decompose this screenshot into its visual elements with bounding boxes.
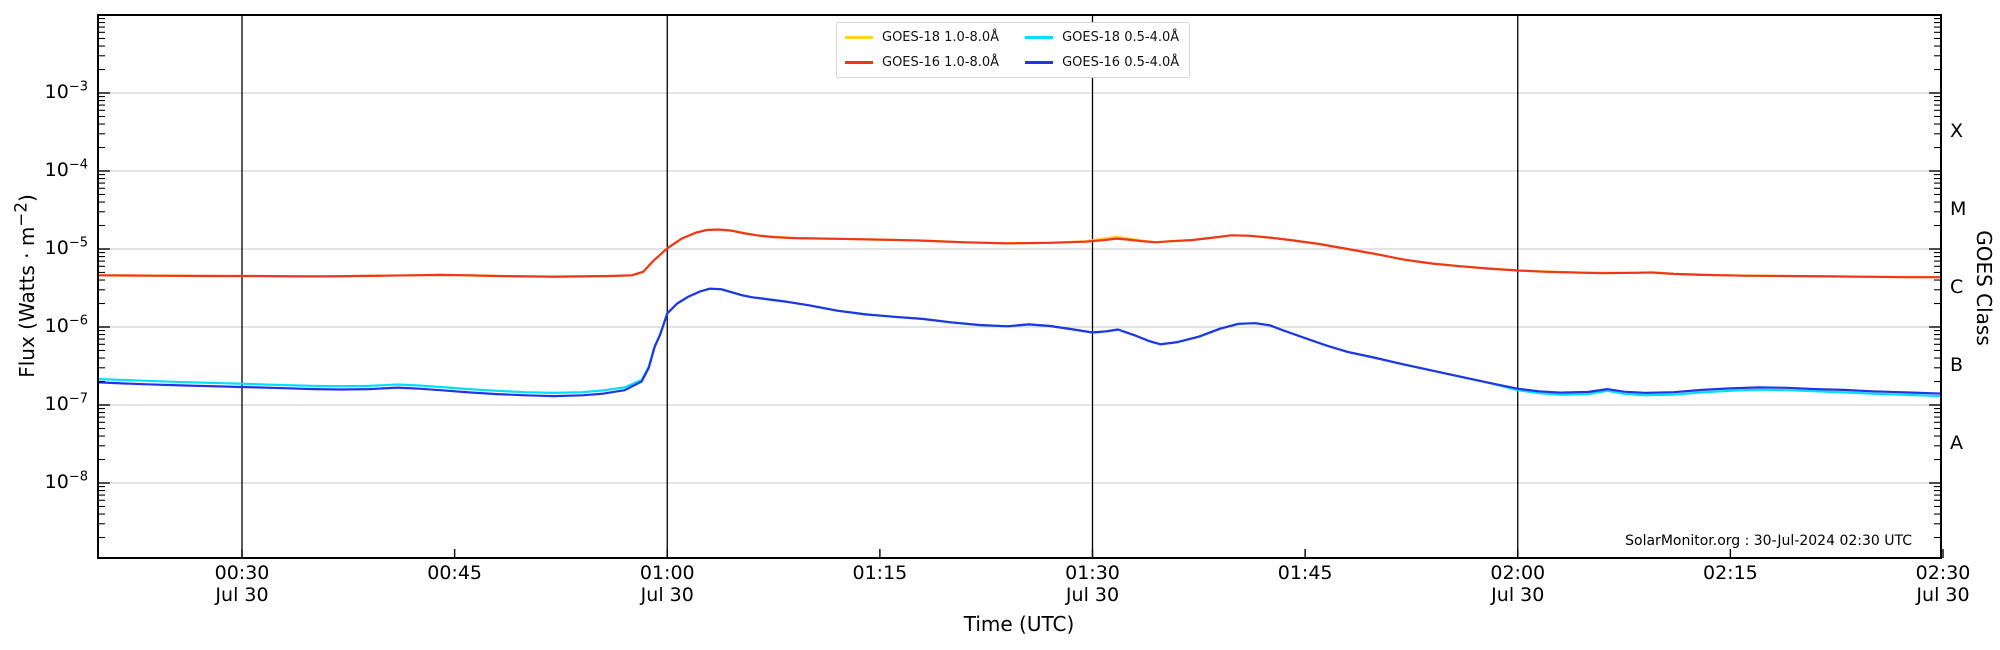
y-tick-label: 10−6 (44, 313, 88, 337)
legend-line-swatch-icon (845, 36, 873, 39)
legend-item: GOES-16 1.0-8.0Å (845, 55, 999, 70)
legend-item: GOES-18 0.5-4.0Å (1025, 30, 1179, 45)
plot-frame (97, 14, 1942, 559)
goes-class-label: B (1950, 354, 1964, 377)
y-tick-label: 10−5 (44, 235, 88, 259)
legend-label: GOES-18 0.5-4.0Å (1062, 30, 1180, 45)
legend: GOES-18 1.0-8.0Å GOES-16 1.0-8.0Å GOES-18 … (836, 22, 1191, 78)
x-tick-label: 00:30 Jul 30 (214, 562, 270, 606)
series-line (98, 287, 1941, 398)
legend-label: GOES-16 0.5-4.0Å (1062, 55, 1180, 70)
y-tick-label: 10−3 (44, 79, 88, 103)
legend-label: GOES-18 1.0-8.0Å (882, 30, 1000, 45)
legend-line-swatch-icon (1025, 61, 1054, 64)
series-line (98, 287, 1941, 398)
x-tick-label: 01:45 (1277, 562, 1333, 584)
x-axis-title: Time (UTC) (963, 612, 1075, 636)
footer-credit: SolarMonitor.org : 30-Jul-2024 02:30 UTC (1625, 533, 1912, 549)
x-tick-label: 01:15 (852, 562, 908, 584)
series-line (98, 228, 1941, 279)
x-tick-label: 02:15 (1702, 562, 1758, 584)
series-line (98, 228, 1941, 279)
x-tick-label: 01:00 Jul 30 (639, 562, 695, 606)
y-tick-label: 10−8 (44, 469, 88, 493)
y-tick-label: 10−4 (44, 157, 88, 181)
x-tick-label: 01:30 Jul 30 (1065, 562, 1120, 606)
legend-line-swatch-icon (845, 61, 873, 64)
goes-class-label: X (1950, 120, 1964, 143)
x-tick-label: 00:45 (427, 562, 482, 584)
legend-item: GOES-18 1.0-8.0Å (845, 30, 999, 45)
x-tick-label: 02:30 Jul 30 (1915, 562, 1971, 606)
y-tick-label: 10−7 (44, 391, 88, 415)
legend-line-swatch-icon (1025, 36, 1054, 39)
legend-item: GOES-16 0.5-4.0Å (1025, 55, 1179, 70)
x-tick-label: 02:00 Jul 30 (1490, 562, 1546, 606)
goes-class-label: A (1950, 432, 1963, 455)
legend-label: GOES-16 1.0-8.0Å (882, 55, 1000, 70)
goes-class-label: C (1950, 276, 1964, 299)
goes-class-label: M (1950, 198, 1967, 221)
